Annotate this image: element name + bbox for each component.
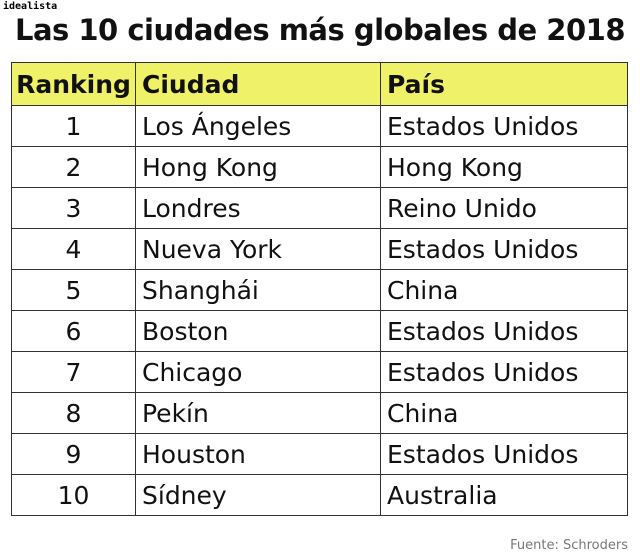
cell-ciudad: Sídney bbox=[135, 474, 381, 516]
ranking-table: Ranking Ciudad País 1 Los Ángeles Estados … bbox=[11, 62, 628, 516]
cell-pais: Hong Kong bbox=[380, 146, 628, 188]
cell-ciudad: Pekín bbox=[135, 392, 381, 434]
cell-pais: China bbox=[380, 269, 628, 311]
source-note: Fuente: Schroders bbox=[510, 538, 628, 553]
table-row: 2 Hong Kong Hong Kong bbox=[11, 146, 628, 188]
cell-ciudad: Hong Kong bbox=[135, 146, 381, 188]
table-row: 10 Sídney Australia bbox=[11, 474, 628, 516]
cell-ranking: 4 bbox=[11, 228, 136, 270]
cell-pais: China bbox=[380, 392, 628, 434]
header-pais: País bbox=[380, 62, 628, 106]
cell-ranking: 5 bbox=[11, 269, 136, 311]
cell-pais: Estados Unidos bbox=[380, 310, 628, 352]
table-row: 8 Pekín China bbox=[11, 392, 628, 434]
cell-ciudad: Nueva York bbox=[135, 228, 381, 270]
cell-ciudad: Los Ángeles bbox=[135, 105, 381, 147]
cell-ranking: 7 bbox=[11, 351, 136, 393]
cell-pais: Estados Unidos bbox=[380, 105, 628, 147]
table-row: 6 Boston Estados Unidos bbox=[11, 310, 628, 352]
table-row: 5 Shanghái China bbox=[11, 269, 628, 311]
cell-pais: Estados Unidos bbox=[380, 351, 628, 393]
table-row: 7 Chicago Estados Unidos bbox=[11, 351, 628, 393]
cell-ciudad: Houston bbox=[135, 433, 381, 475]
cell-pais: Estados Unidos bbox=[380, 228, 628, 270]
cell-ciudad: Boston bbox=[135, 310, 381, 352]
cell-ranking: 1 bbox=[11, 105, 136, 147]
cell-ciudad: Chicago bbox=[135, 351, 381, 393]
table-body: 1 Los Ángeles Estados Unidos 2 Hong Kong Hong… bbox=[11, 105, 628, 516]
cell-ciudad: Shanghái bbox=[135, 269, 381, 311]
cell-ranking: 9 bbox=[11, 433, 136, 475]
table-row: 9 Houston Estados Unidos bbox=[11, 433, 628, 475]
brand-logo: idealista bbox=[3, 1, 58, 12]
table-header-row: Ranking Ciudad País bbox=[11, 62, 628, 106]
table-row: 1 Los Ángeles Estados Unidos bbox=[11, 105, 628, 147]
cell-pais: Australia bbox=[380, 474, 628, 516]
cell-ranking: 3 bbox=[11, 187, 136, 229]
cell-ranking: 6 bbox=[11, 310, 136, 352]
table-row: 3 Londres Reino Unido bbox=[11, 187, 628, 229]
cell-ranking: 8 bbox=[11, 392, 136, 434]
cell-ciudad: Londres bbox=[135, 187, 381, 229]
cell-ranking: 2 bbox=[11, 146, 136, 188]
cell-pais: Reino Unido bbox=[380, 187, 628, 229]
table-row: 4 Nueva York Estados Unidos bbox=[11, 228, 628, 270]
chart-title: Las 10 ciudades más globales de 2018 bbox=[14, 13, 626, 47]
cell-pais: Estados Unidos bbox=[380, 433, 628, 475]
header-ranking: Ranking bbox=[11, 62, 136, 106]
header-ciudad: Ciudad bbox=[135, 62, 381, 106]
cell-ranking: 10 bbox=[11, 474, 136, 516]
